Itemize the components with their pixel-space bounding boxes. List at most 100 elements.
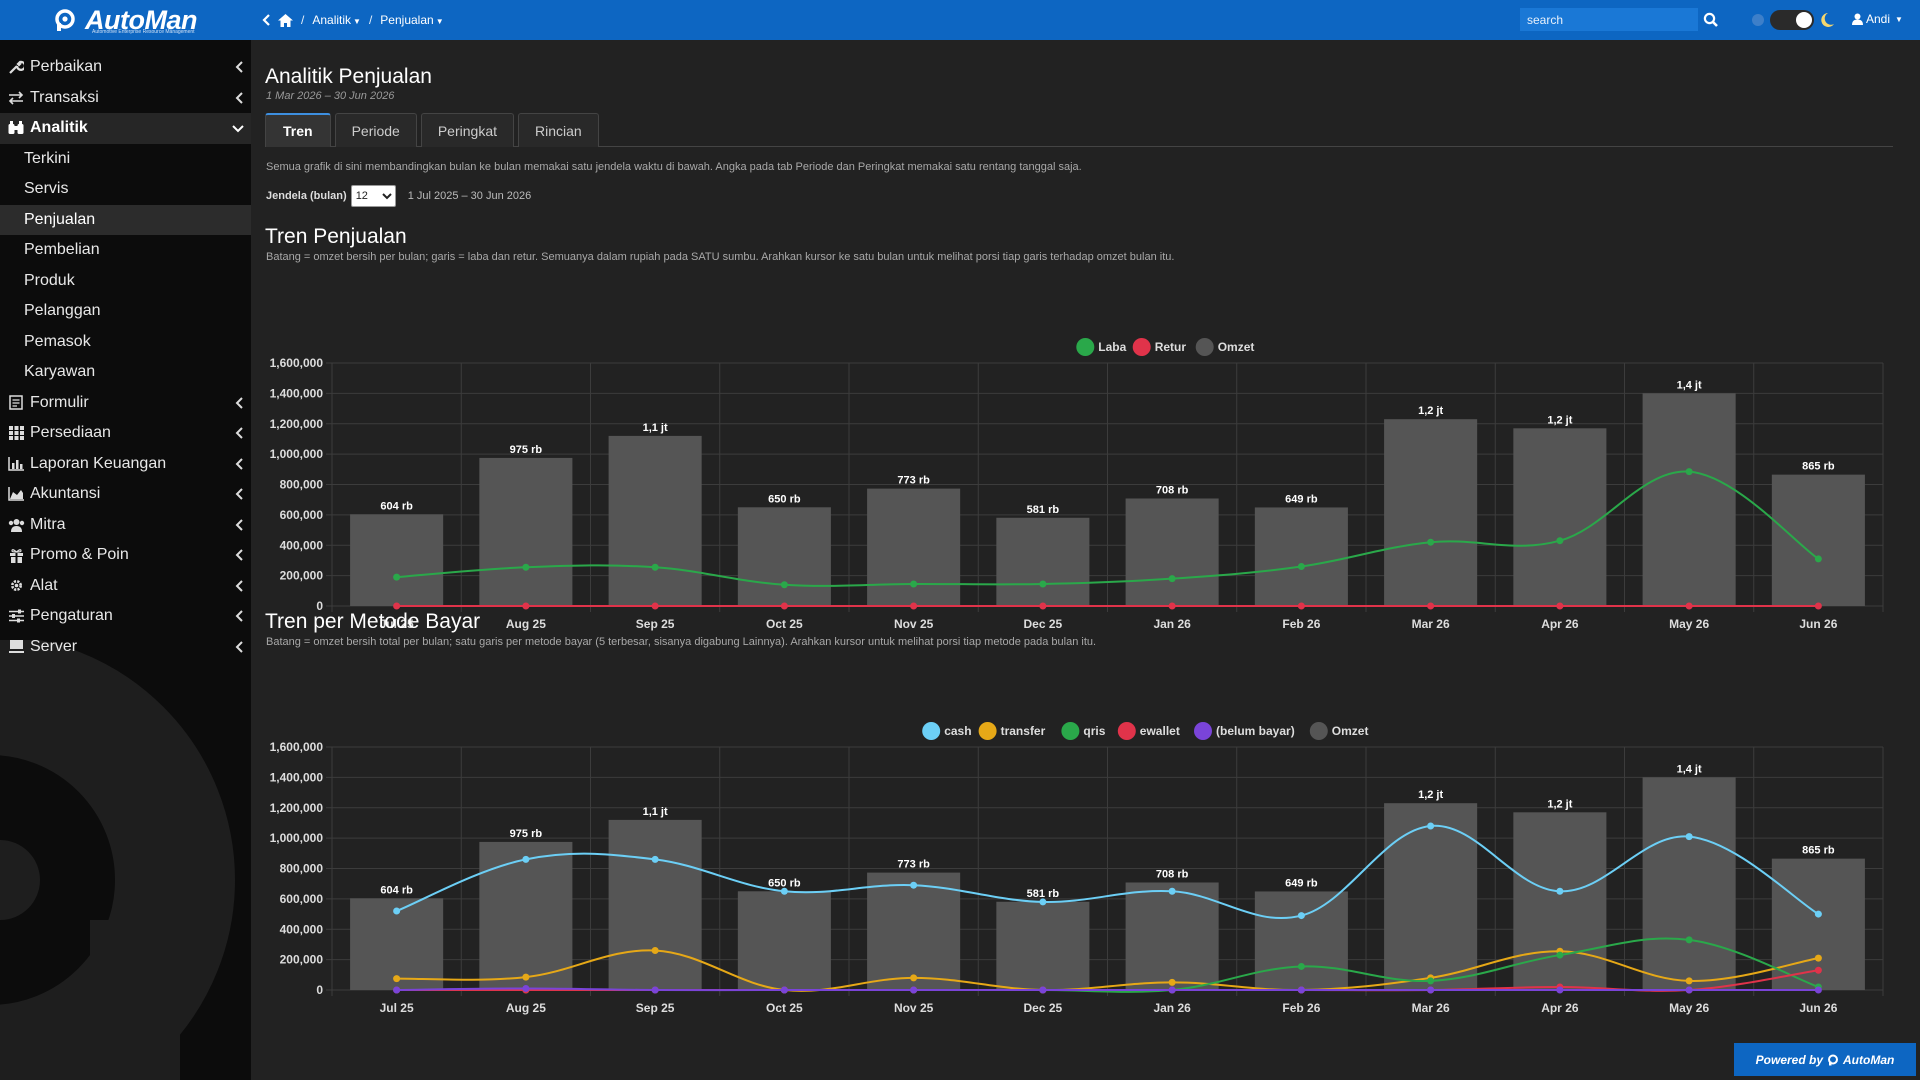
point-transfer: [522, 973, 530, 981]
point-retur: [1039, 602, 1047, 610]
tab-peringkat[interactable]: Peringkat: [420, 113, 514, 147]
sidebar-subitem-produk[interactable]: Produk: [0, 266, 251, 297]
point-cash: [651, 855, 659, 863]
point-belum-bayar: [1427, 986, 1435, 994]
sliders-icon: [8, 609, 24, 623]
tab-rincian[interactable]: Rincian: [518, 113, 599, 147]
user-menu[interactable]: Andi ▼: [1852, 12, 1903, 26]
bar-omzet: [1642, 777, 1736, 990]
y-tick-label: 0: [316, 599, 323, 613]
point-cash: [1168, 887, 1176, 895]
wrench-icon: [9, 61, 24, 75]
point-qris: [1297, 962, 1305, 970]
point-transfer: [393, 975, 401, 983]
sidebar-subitem-servis[interactable]: Servis: [0, 174, 251, 205]
bar-chart-icon: [8, 456, 24, 471]
sidebar-item-alat[interactable]: Alat: [0, 571, 251, 602]
sidebar-item-formulir[interactable]: Formulir: [0, 388, 251, 419]
point-cash: [1685, 833, 1693, 841]
x-tick-label: Dec 25: [1024, 617, 1063, 631]
form-icon: [9, 395, 23, 410]
x-tick-label: Apr 26: [1541, 1001, 1579, 1015]
sidebar-item-transaksi[interactable]: Transaksi: [0, 83, 251, 114]
sidebar-subitem-pembelian[interactable]: Pembelian: [0, 235, 251, 266]
area-chart-icon: [8, 487, 24, 501]
tab-tren[interactable]: Tren: [265, 113, 331, 147]
bar-omzet: [737, 891, 831, 990]
x-tick-label: Jan 26: [1153, 1001, 1191, 1015]
tab-periode[interactable]: Periode: [334, 113, 417, 147]
chart-tren-penjualan: 0 200,000 400,000 600,000 800,000 1,000,000 1,…: [270, 338, 1884, 631]
breadcrumb-separator: /: [368, 13, 373, 27]
chart-tren-metode-bayar: 0 200,000 400,000 600,000 800,000 1,000,000 1,…: [270, 722, 1884, 1015]
chevron-left-icon: [235, 427, 243, 439]
chevron-down-icon: [232, 125, 244, 133]
home-icon[interactable]: [278, 13, 293, 27]
bar-data-label: 773 rb: [897, 859, 930, 871]
bar-omzet: [867, 872, 961, 990]
sidebar-subitem-terkini[interactable]: Terkini: [0, 144, 251, 175]
exchange-icon: [8, 91, 24, 105]
point-laba: [1685, 468, 1693, 476]
legend-swatch-cash: [922, 722, 941, 740]
point-laba: [651, 563, 659, 571]
sidebar-subitem-pelanggan[interactable]: Pelanggan: [0, 296, 251, 327]
sidebar-subitem-karyawan[interactable]: Karyawan: [0, 357, 251, 388]
window-select[interactable]: 12: [350, 185, 396, 207]
brand-logo[interactable]: AutoMan Automotive Enterprise Resource M…: [0, 0, 250, 40]
search-input[interactable]: [1520, 8, 1698, 31]
dark-mode-toggle[interactable]: [1748, 8, 1836, 32]
sidebar-subitem-label: Karyawan: [24, 363, 96, 381]
chevron-left-icon: [235, 640, 243, 653]
legend-label-laba: Laba: [1098, 340, 1126, 354]
chart-legend: Laba Retur Omzet: [1076, 338, 1254, 356]
sidebar-item-promo-poin[interactable]: Promo & Poin: [0, 540, 251, 571]
legend-swatch-ewallet: [1117, 722, 1136, 740]
sidebar-item-label: Akuntansi: [30, 485, 101, 503]
y-tick-label: 200,000: [280, 953, 324, 967]
line-series-laba: [396, 470, 1819, 587]
legend-swatch-laba: [1076, 338, 1095, 356]
user-name: Andi: [1866, 12, 1891, 26]
sidebar-item-label: Transaksi: [30, 88, 99, 106]
y-tick-label: 1,600,000: [270, 740, 324, 754]
x-tick-label: Sep 25: [636, 1001, 675, 1015]
point-belum-bayar: [780, 986, 788, 994]
sidebar-item-analitik[interactable]: Analitik: [0, 113, 251, 144]
caret-down-icon: ▼: [1895, 14, 1903, 24]
sidebar-item-server[interactable]: Server: [0, 632, 251, 663]
sidebar-item-persediaan[interactable]: Persediaan: [0, 418, 251, 449]
chart-legend: cash transfer qris ewallet (belum bayar) Omze…: [922, 722, 1368, 740]
point-belum-bayar: [1168, 986, 1176, 994]
breadcrumb-penjualan[interactable]: Penjualan ▼: [380, 13, 443, 27]
point-belum-bayar: [1685, 986, 1693, 994]
automan-logo-icon: [1828, 1054, 1839, 1065]
point-retur: [1297, 602, 1305, 610]
section-title-tren-penjualan: Tren Penjualan: [265, 225, 407, 248]
point-retur: [1427, 602, 1435, 610]
sidebar-item-mitra[interactable]: Mitra: [0, 510, 251, 541]
legend-label-transfer: transfer: [1001, 724, 1046, 738]
chevron-left-icon: [235, 457, 243, 470]
x-tick-label: Jan 26: [1153, 617, 1191, 631]
bar-data-label: 1,2 jt: [1547, 414, 1572, 426]
sidebar-item-laporan-keuangan[interactable]: Laporan Keuangan: [0, 449, 251, 480]
point-cash: [522, 855, 530, 863]
search-icon[interactable]: [1700, 9, 1722, 31]
x-tick-label: Oct 25: [766, 617, 803, 631]
bar-omzet: [608, 435, 702, 606]
watermark-logo: [0, 640, 235, 1080]
bar-data-label: 604 rb: [380, 500, 413, 512]
window-selector: Jendela (bulan) 12 1 Jul 2025 – 30 Jun 2…: [266, 185, 531, 207]
powered-by-badge[interactable]: Powered by AutoMan: [1734, 1043, 1916, 1076]
chevron-left-icon: [235, 549, 243, 561]
breadcrumb-analitik[interactable]: Analitik ▼: [312, 13, 361, 27]
sidebar-item-akuntansi[interactable]: Akuntansi: [0, 479, 251, 510]
bar-data-label: 581 rb: [1027, 504, 1060, 516]
chevron-left-icon[interactable]: [262, 14, 270, 26]
sidebar-subitem-label: Pembelian: [24, 241, 100, 259]
sidebar-item-perbaikan[interactable]: Perbaikan: [0, 52, 251, 83]
sidebar-subitem-penjualan[interactable]: Penjualan: [0, 204, 251, 235]
sidebar-item-pengaturan[interactable]: Pengaturan: [0, 601, 251, 632]
sidebar-subitem-pemasok[interactable]: Pemasok: [0, 327, 251, 358]
